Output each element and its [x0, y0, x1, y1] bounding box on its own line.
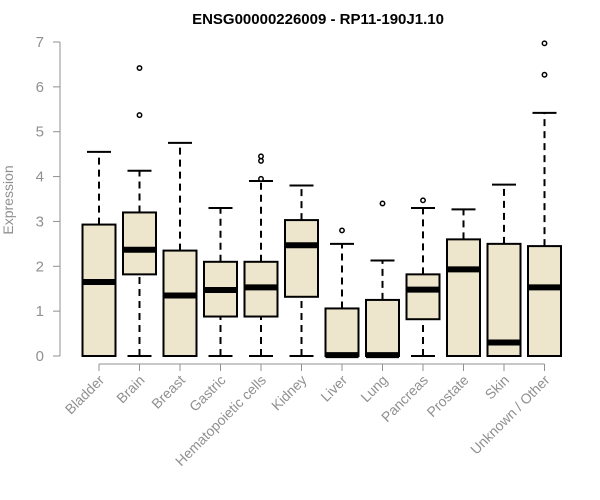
y-tick-label: 7	[36, 34, 44, 51]
chart-title: ENSG00000226009 - RP11-190J1.10	[192, 11, 444, 28]
box-iqr	[324, 307, 360, 357]
x-category-label: Liver	[317, 372, 350, 405]
outlier-point	[379, 200, 386, 207]
box-iqr	[365, 298, 400, 357]
y-axis-label: Expression	[0, 165, 16, 234]
x-category-label: Brain	[113, 372, 147, 406]
box-iqr	[81, 223, 117, 357]
box-group	[527, 40, 562, 358]
box-group	[162, 141, 198, 357]
box-group	[203, 206, 238, 357]
box-iqr	[486, 242, 522, 358]
y-tick-label: 0	[36, 348, 44, 365]
y-tick-label: 5	[36, 124, 44, 141]
box-iqr	[446, 238, 481, 357]
outlier-point	[136, 112, 143, 119]
outlier-point	[339, 227, 345, 234]
x-category-label: Kidney	[268, 372, 310, 414]
outlier-point	[136, 65, 143, 71]
outlier-point	[420, 197, 426, 204]
box-iqr	[162, 249, 198, 357]
outlier-point	[541, 40, 548, 47]
box-group	[446, 208, 481, 357]
box-iqr	[405, 273, 441, 321]
box-iqr	[527, 245, 562, 358]
box-group	[284, 184, 319, 357]
x-category-label: Breast	[148, 372, 188, 412]
x-category-label: Bladder	[62, 372, 108, 418]
box-group	[324, 227, 360, 359]
box-iqr	[284, 219, 319, 298]
x-category-label: Skin	[482, 372, 513, 403]
box-group	[122, 65, 157, 357]
box-group	[81, 150, 117, 357]
box-series	[81, 40, 562, 359]
outlier-point	[541, 71, 548, 78]
box-group	[243, 153, 279, 357]
x-category-label: Prostate	[423, 372, 471, 420]
y-tick-label: 1	[36, 303, 44, 320]
y-tick-label: 4	[36, 169, 44, 186]
y-tick-label: 3	[36, 213, 44, 230]
outlier-point	[258, 153, 264, 160]
x-category-label: Lung	[357, 372, 390, 405]
box-group	[405, 197, 441, 357]
outlier-point	[258, 175, 264, 182]
box-iqr	[122, 211, 157, 276]
y-axis: 0 1 2 3 4 5 6 7	[36, 34, 61, 365]
y-tick-label: 6	[36, 79, 44, 96]
y-tick-label: 2	[36, 258, 44, 275]
box-group	[365, 200, 400, 359]
box-group	[486, 183, 522, 358]
